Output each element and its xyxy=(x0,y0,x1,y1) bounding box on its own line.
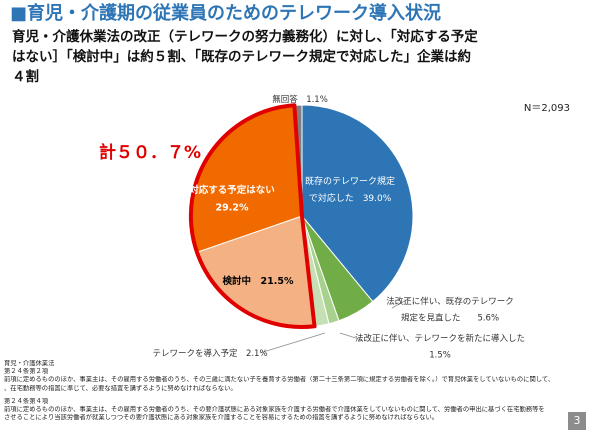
article-2-text-2: させることにより当該労働者が就業しつつその要介護状態にある対象家族を介護すること… xyxy=(4,414,564,422)
data-label-検討中: 検討中 21.5% xyxy=(223,275,294,287)
slide-title: ■育児・介護期の従業員のためのテレワーク導入状況 xyxy=(10,2,590,26)
data-label-テレワークを導入予定: テレワークを導入予定 2.1% xyxy=(152,348,267,359)
pie-chart-svg: 既存のテレワーク規定で対応した 39.0%法改正に伴い、既存のテレワーク規定を見… xyxy=(0,88,590,378)
article-1-text-2: 、在宅勤務等の措置に準じて、必要な措置を講ずるように努めなければならない。 xyxy=(4,385,564,393)
pie-chart: 既存のテレワーク規定で対応した 39.0% 法改正に伴い、既存のテレワーク規定を見… xyxy=(0,88,590,378)
lead-line-2: はない］「検討中」は約５割、「既存のテレワーク規定で対応した」企業は約 xyxy=(12,47,582,67)
data-label-法改正に伴い、テレワークを新たに導入した: 法改正に伴い、テレワークを新たに導入した 1.5% xyxy=(355,333,525,361)
law-name: 育児・介護休業法 xyxy=(4,360,564,368)
lead-text: 育児・介護休業法の改正（テレワークの努力義務化）に対し、「対応する予定 はない］… xyxy=(12,27,582,87)
data-label-無回答: 無回答 1.1% xyxy=(272,94,328,105)
page-number: 3 xyxy=(568,412,586,430)
legal-notes: 育児・介護休業法 第２４条第２項 前項に定めるもののほか、事業主は、その雇用する… xyxy=(4,360,564,422)
highlight-total-label: 計５０．７% xyxy=(99,142,201,163)
data-label-法改正に伴い、既存のテレワーク規定を見直した: 法改正に伴い、既存のテレワーク規定を見直した 5.6% xyxy=(386,296,514,324)
article-1-text-1: 前項に定めるもののほか、事業主は、その雇用する労働者のうち、その三歳に満たない子… xyxy=(4,376,564,384)
leader-line-テレワークを導入予定 xyxy=(260,333,325,353)
article-1-title: 第２４条第２項 xyxy=(4,368,564,376)
article-2-title: 第２４条第４項 xyxy=(4,398,564,406)
lead-line-3: ４割 xyxy=(12,67,582,87)
article-2-text-1: 前項に定めるもののほか、事業主は、その雇用する労働者のうち、その要介護状態にある… xyxy=(4,406,564,414)
lead-line-1: 育児・介護休業法の改正（テレワークの努力義務化）に対し、「対応する予定 xyxy=(12,27,582,47)
